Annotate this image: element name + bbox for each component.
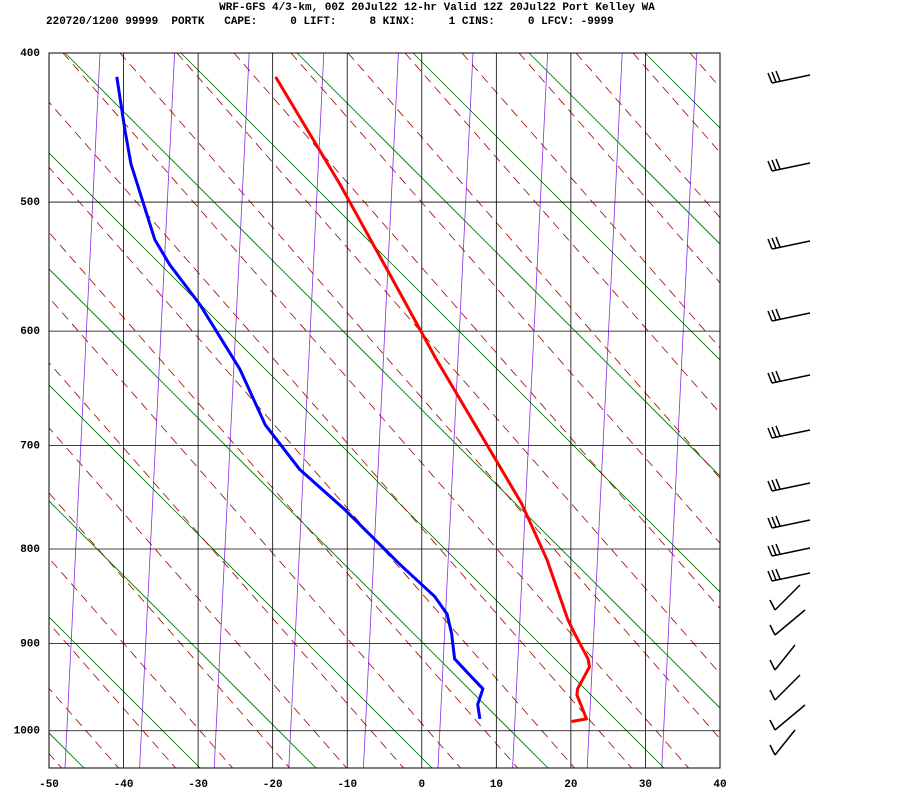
moist-adiabat bbox=[176, 53, 720, 675]
moist-adiabat bbox=[119, 53, 720, 740]
isotherm bbox=[64, 53, 101, 768]
wind-barb bbox=[769, 644, 796, 671]
moist-adiabat bbox=[689, 53, 720, 88]
dry-adiabat bbox=[49, 384, 433, 768]
isotherm bbox=[213, 53, 250, 768]
moist-adiabat bbox=[49, 622, 177, 768]
x-tick-label: 0 bbox=[418, 779, 425, 791]
x-tick-label: -30 bbox=[188, 779, 208, 791]
plot-frame bbox=[48, 52, 721, 769]
x-tick-label: -50 bbox=[39, 779, 59, 791]
x-tick-label: -40 bbox=[114, 779, 134, 791]
dry-adiabat bbox=[49, 268, 549, 768]
isotherm bbox=[437, 53, 474, 768]
moist-adiabat bbox=[49, 492, 291, 768]
x-tick-label: -20 bbox=[263, 779, 283, 791]
isotherm bbox=[139, 53, 175, 768]
isotherm bbox=[512, 53, 548, 768]
x-tick-label: 20 bbox=[564, 779, 577, 791]
wind-barb bbox=[769, 609, 806, 636]
dry-adiabat bbox=[528, 53, 720, 245]
isotherm bbox=[0, 53, 25, 768]
background-lines bbox=[0, 53, 900, 800]
moist-adiabat bbox=[518, 53, 720, 284]
y-tick-label: 1000 bbox=[14, 726, 40, 738]
y-tick-label: 900 bbox=[20, 638, 40, 650]
isotherm bbox=[811, 53, 846, 768]
dry-adiabat bbox=[49, 152, 665, 768]
moist-adiabat bbox=[575, 53, 720, 219]
dry-adiabat bbox=[0, 53, 13, 800]
moist-adiabat bbox=[632, 53, 720, 154]
wind-barb bbox=[767, 236, 811, 250]
wind-barbs bbox=[767, 70, 811, 756]
moist-adiabat bbox=[49, 166, 576, 768]
data bbox=[115, 76, 591, 723]
moist-adiabat bbox=[49, 362, 405, 768]
wind-barb bbox=[767, 158, 811, 172]
x-tick-label: 40 bbox=[713, 779, 726, 791]
moist-adiabat bbox=[347, 53, 720, 479]
chart-title: WRF-GFS 4/3-km, 00Z 20Jul22 12-hr Valid … bbox=[219, 2, 655, 14]
moist-adiabat bbox=[747, 53, 900, 773]
dry-adiabat bbox=[412, 53, 720, 361]
x-tick-label: -10 bbox=[337, 779, 357, 791]
y-tick-label: 600 bbox=[20, 326, 40, 338]
dry-adiabat bbox=[644, 53, 720, 129]
isotherm bbox=[886, 53, 900, 768]
dry-adiabat bbox=[49, 732, 85, 768]
grid: 400 500 600 700 800 900 1000 -50 -40 -30 -20 -10 0 10… bbox=[14, 48, 727, 791]
moist-adiabat bbox=[49, 557, 234, 768]
dry-adiabat bbox=[761, 53, 900, 800]
dry-adiabat bbox=[296, 53, 720, 477]
sounding-line bbox=[115, 76, 485, 720]
wind-barb bbox=[767, 425, 811, 439]
moist-adiabat bbox=[0, 53, 9, 773]
moist-adiabat bbox=[290, 53, 720, 544]
moist-adiabat bbox=[49, 427, 348, 768]
y-tick-label: 500 bbox=[20, 197, 40, 209]
moist-adiabat bbox=[49, 687, 120, 768]
x-tick-label: 30 bbox=[639, 779, 652, 791]
y-tick-label: 400 bbox=[20, 48, 40, 60]
wind-barb bbox=[767, 70, 811, 84]
wind-barb bbox=[767, 370, 811, 384]
y-tick-label: 800 bbox=[20, 544, 40, 556]
moist-adiabat bbox=[62, 53, 690, 768]
wind-barb bbox=[767, 568, 811, 582]
isotherm bbox=[661, 53, 698, 768]
dry-adiabat bbox=[180, 53, 720, 593]
dry-adiabat bbox=[49, 500, 317, 768]
isotherm bbox=[586, 53, 623, 768]
moist-adiabat bbox=[461, 53, 720, 349]
y-tick-label: 700 bbox=[20, 441, 40, 453]
sounding-line bbox=[274, 76, 591, 723]
wind-barb bbox=[767, 478, 811, 492]
dry-adiabat bbox=[49, 616, 201, 768]
chart-subtitle: 220720/1200 99999 PORTK CAPE: 0 LIFT: 8 … bbox=[46, 16, 614, 28]
wind-barb bbox=[767, 543, 811, 557]
moist-adiabat bbox=[49, 752, 63, 768]
moist-adiabat bbox=[49, 101, 633, 768]
isotherm bbox=[363, 53, 399, 768]
wind-barb bbox=[767, 515, 811, 529]
wind-barb bbox=[769, 584, 801, 611]
dry-adiabat bbox=[64, 53, 720, 709]
wind-barb bbox=[769, 704, 806, 731]
moist-adiabat bbox=[49, 231, 519, 768]
isotherm bbox=[736, 53, 771, 768]
x-tick-label: 10 bbox=[490, 779, 503, 791]
wind-barb bbox=[769, 674, 801, 701]
wind-barb bbox=[767, 308, 811, 322]
moist-adiabat bbox=[404, 53, 720, 414]
wind-barb bbox=[769, 729, 796, 756]
moist-adiabat bbox=[49, 296, 462, 768]
